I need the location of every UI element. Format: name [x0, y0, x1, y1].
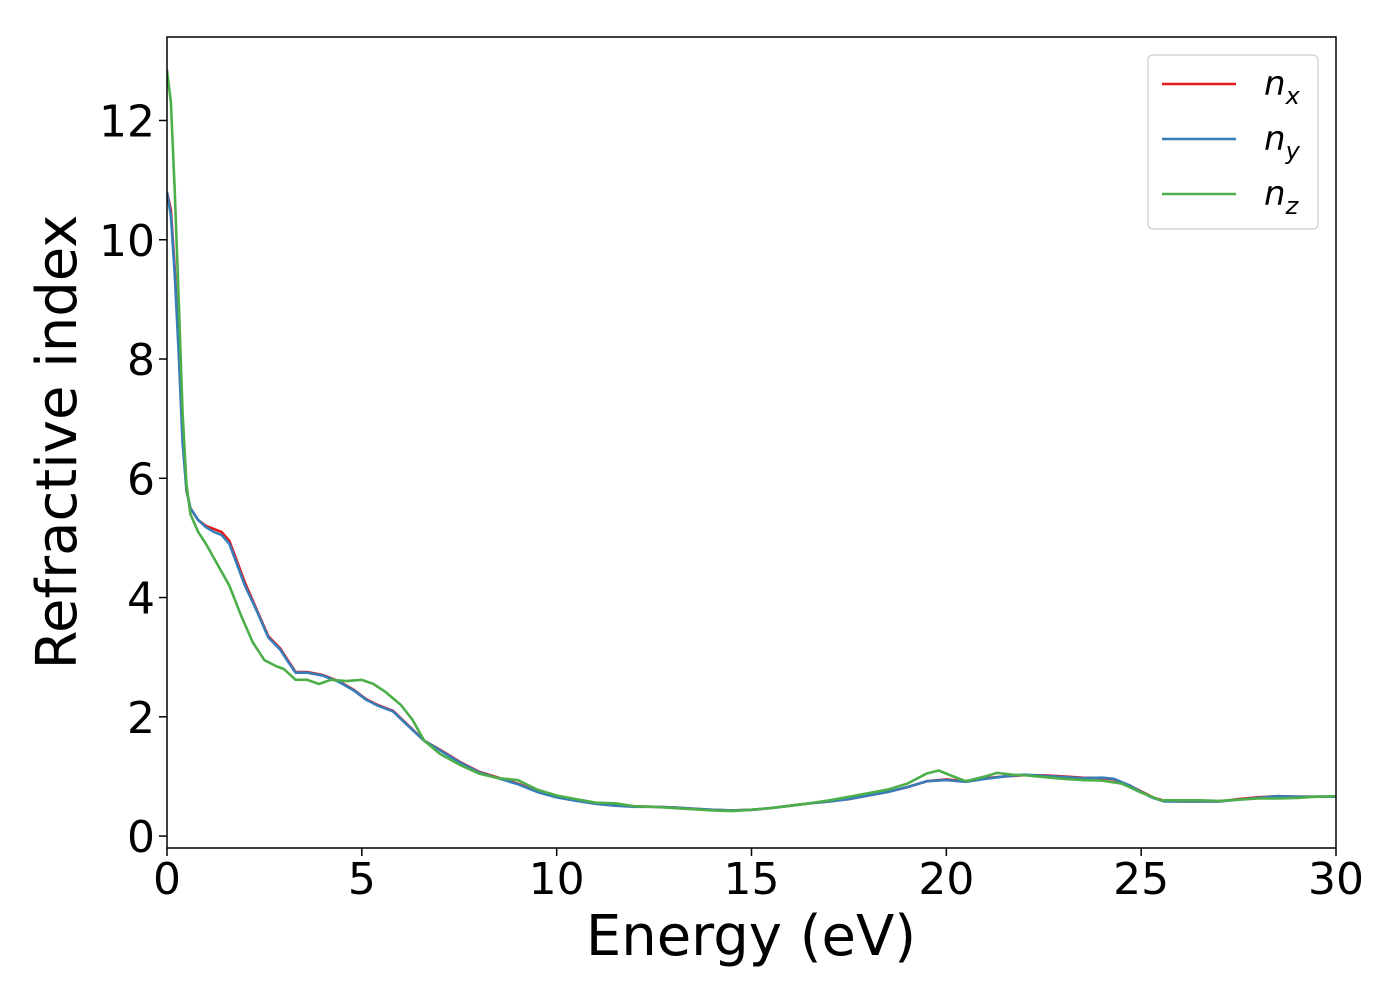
- y-tick-label: 10: [99, 216, 155, 267]
- y-axis-title: Refractive index: [25, 215, 90, 670]
- series-line-x: [167, 191, 1336, 812]
- legend-box: [1147, 54, 1319, 230]
- y-axis: 0 2 4 6 8 10 12: [99, 96, 167, 863]
- series-layer: [167, 69, 1336, 813]
- x-axis-title: Energy (eV): [586, 904, 916, 969]
- y-tick-label: 8: [127, 335, 155, 386]
- series-line-z: [167, 69, 1336, 813]
- x-tick-label: 10: [529, 854, 585, 905]
- x-tick-label: 5: [348, 854, 376, 905]
- x-tick-label: 30: [1308, 854, 1364, 905]
- x-axis: 0 5 10 15 20 25 30: [153, 848, 1364, 905]
- y-tick-label: 6: [127, 454, 155, 505]
- y-tick-label: 2: [127, 693, 155, 744]
- x-tick-label: 20: [918, 854, 974, 905]
- x-tick-label: 15: [724, 854, 780, 905]
- y-tick-label: 0: [127, 812, 155, 863]
- x-tick-label: 0: [153, 854, 181, 905]
- legend-label-z: nz: [1264, 174, 1300, 220]
- series-line-y: [167, 191, 1336, 812]
- x-tick-label: 25: [1113, 854, 1169, 905]
- y-tick-label: 4: [127, 574, 155, 625]
- y-tick-label: 12: [99, 96, 155, 147]
